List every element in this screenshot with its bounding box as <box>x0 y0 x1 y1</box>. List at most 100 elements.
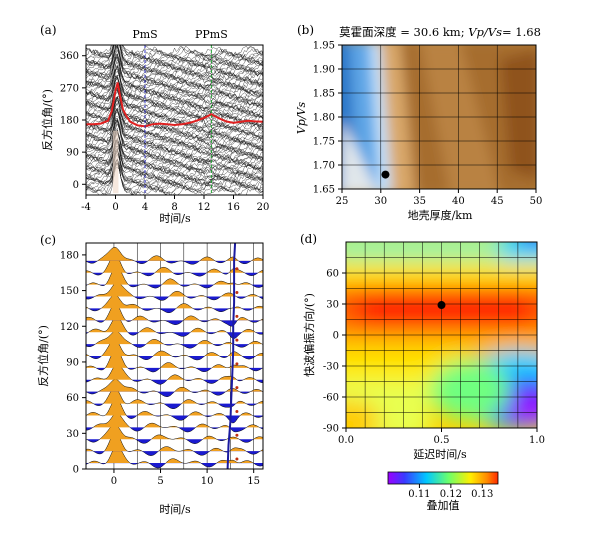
panel-c-frame <box>85 242 264 470</box>
panel-c-trace-negative <box>86 320 263 327</box>
colorbar-ticks: 0.11 0.12 0.13 <box>408 484 493 500</box>
panel-c-trace-negative <box>86 403 263 409</box>
panel-b-y-tick-label: 1.65 <box>313 185 335 196</box>
panel-d: (d) 0.0 0.5 1.0 -90 -60 <box>300 232 545 512</box>
panel-a-trace <box>86 54 263 90</box>
panel-b: (b) 25 30 35 40 45 50 1.65 1.70 1.75 1.80 1.85 1.9… <box>295 23 542 222</box>
panel-c-trace-positive <box>86 303 263 321</box>
panel-b-x-tick-label: 45 <box>491 196 504 207</box>
colorbar-label: 叠加值 <box>427 499 460 512</box>
panel-c-x-axis-label: 时间/s <box>159 503 191 516</box>
panel-d-y-tick-label: -30 <box>323 362 339 373</box>
panel-a-x-tick-label: -4 <box>81 202 91 213</box>
panel-c-pick-dot <box>235 409 239 413</box>
panel-c-moveout-line <box>226 243 237 469</box>
panel-c-trace-positive <box>86 398 263 416</box>
panel-c-trace-positive <box>86 339 263 356</box>
colorbar-tick-label: 0.12 <box>440 489 462 500</box>
panel-d-x-axis-label: 延迟时间/s <box>413 448 467 461</box>
panel-a-trace <box>86 56 263 85</box>
panel-a-y-tick-label: 360 <box>60 51 79 62</box>
panel-d-x-tick-label: 0.5 <box>434 435 450 446</box>
panel-a-trace <box>86 45 263 61</box>
panel-a-trace <box>86 45 263 63</box>
panel-c-trace-positive <box>86 331 263 345</box>
panel-c-x-tick-label: 10 <box>201 476 214 487</box>
panel-b-heatmap <box>342 45 536 189</box>
panel-d-y-tick-label: -90 <box>323 424 339 435</box>
panel-b-title-depth: 莫霍面深度 = 30.6 km; <box>339 25 468 39</box>
panel-c-pick-dots <box>235 267 239 461</box>
panel-a-mean-line <box>86 82 263 128</box>
panel-c-y-tick-label: 0 <box>73 465 79 476</box>
panel-b-y-tick-label: 1.75 <box>313 137 335 148</box>
panel-c-trace-negative <box>86 391 263 397</box>
panel-b-x-ticks: 25 30 35 40 45 50 <box>336 189 542 207</box>
panel-b-grid <box>342 45 536 189</box>
panel-c-trace-positive <box>86 316 263 333</box>
panel-c-trace-negative <box>86 367 263 372</box>
panel-c-trace-positive <box>86 294 263 309</box>
panel-a-peak-shading <box>112 130 119 194</box>
panel-a-trace <box>86 102 263 135</box>
panel-a-phase-label: PmS <box>132 28 157 41</box>
panel-d-heatmap <box>346 242 537 428</box>
panel-b-y-tick-label: 1.70 <box>313 161 335 172</box>
panel-a-trace <box>86 95 263 128</box>
panel-c-x-tick-label: 15 <box>247 476 260 487</box>
panel-c-x-ticks: 0 5 10 15 <box>111 469 260 487</box>
panel-b-y-tick-label: 1.85 <box>313 89 335 100</box>
panel-a-x-axis-label: 时间/s <box>159 212 191 225</box>
panel-b-y-axis-label: Vp/Vs <box>295 102 308 135</box>
panel-c-pick-dot <box>235 386 239 390</box>
panel-a-trace <box>86 45 263 57</box>
panel-d-x-tick-label: 0.0 <box>338 435 354 446</box>
panel-d-y-ticks: -90 -60 -30 0 30 60 <box>323 269 346 435</box>
panel-d-y-tick-label: 60 <box>326 269 339 280</box>
panel-c-pick-dot <box>235 457 239 461</box>
colorbar-tick-label: 0.13 <box>471 489 493 500</box>
panel-a-trace <box>86 45 263 71</box>
panel-a-x-tick-label: 0 <box>112 202 118 213</box>
panel-a-y-tick-label: 0 <box>73 180 79 191</box>
panel-a-trace <box>86 70 263 104</box>
panel-a-trace <box>86 95 263 133</box>
panel-a-trace <box>86 45 263 60</box>
panel-c-x-tick-label: 5 <box>157 476 163 487</box>
panel-a-trace <box>86 65 263 94</box>
panel-c-x-tick-label: 0 <box>111 476 117 487</box>
panel-c-trace-positive <box>86 379 263 392</box>
panel-c-trace-negative <box>86 332 263 339</box>
panel-a-trace <box>86 123 263 157</box>
panel-a-x-tick-label: 4 <box>142 202 148 213</box>
panel-c-trace-negative <box>86 284 263 289</box>
panel-c-y-tick-label: 60 <box>66 393 79 404</box>
panel-b-label: (b) <box>297 23 314 37</box>
panel-c-pick-dot <box>235 433 239 437</box>
panel-a-trace <box>86 45 263 76</box>
panel-c-trace-positive <box>86 445 263 464</box>
panel-a-trace <box>86 95 263 126</box>
panel-d-x-tick-label: 1.0 <box>529 435 545 446</box>
panel-a-annotations: PmS PPmS <box>132 28 227 41</box>
panel-c-pick-dot <box>235 291 239 295</box>
colorbar <box>387 471 499 485</box>
panel-a-x-tick-label: 20 <box>257 202 270 213</box>
panel-a-x-tick-label: 8 <box>171 202 177 213</box>
panel-b-x-axis-label: 地壳厚度/km <box>408 208 473 222</box>
panel-a-trace <box>86 45 263 68</box>
colorbar-tick-label: 0.11 <box>408 489 430 500</box>
panel-b-title-ratio: Vp/Vs= <box>468 25 515 39</box>
panel-b-y-tick-label: 1.90 <box>313 65 335 76</box>
panel-c-trace-negative <box>86 463 263 468</box>
panel-c-trace-negative <box>86 344 263 349</box>
panel-a-x-tick-label: 12 <box>198 202 211 213</box>
panel-c-trace-negative <box>86 439 263 444</box>
panel-a-trace <box>86 96 263 129</box>
panel-a-trace <box>86 45 263 70</box>
panel-b-x-tick-label: 25 <box>336 196 349 207</box>
panel-a-y-axis-label: 反方位角/(°) <box>40 89 54 151</box>
panel-d-y-tick-label: 30 <box>326 300 339 311</box>
